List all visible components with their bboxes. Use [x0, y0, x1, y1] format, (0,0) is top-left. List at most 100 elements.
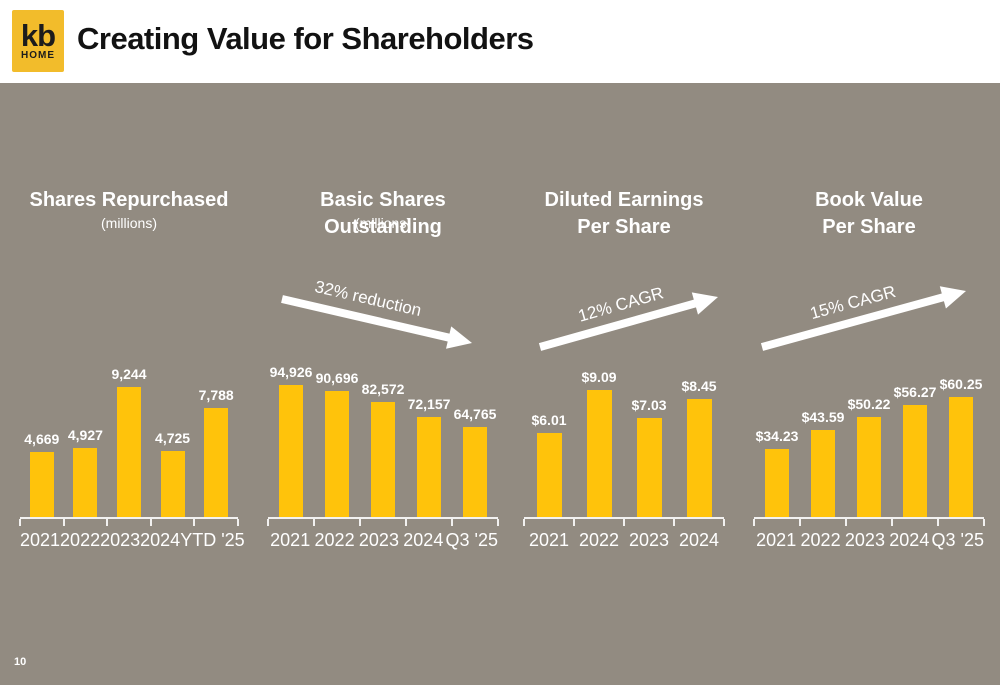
- bar: [536, 433, 562, 517]
- slide-header: kb HOME Creating Value for Shareholders: [0, 0, 1000, 83]
- axis-tick: [983, 519, 985, 526]
- chart-title: Basic Shares Outstanding: [320, 189, 446, 238]
- x-axis: [753, 517, 985, 527]
- axis-tick: [845, 519, 847, 526]
- axis-tick: [267, 519, 269, 526]
- x-axis-label: 2022: [60, 530, 101, 550]
- trend-annotation: 32% reduction: [268, 277, 498, 357]
- bar-slot: $60.25: [938, 367, 984, 517]
- x-axis-label: 2023: [358, 530, 399, 550]
- bar-slot: 64,765: [452, 367, 498, 517]
- bar-slot: $34.23: [754, 367, 800, 517]
- bar-plot: $6.01 $9.09 $7.03 $8.45: [524, 367, 724, 517]
- bar: [463, 427, 487, 517]
- bar: [686, 399, 712, 517]
- bar-plot: 94,926 90,696 82,572 72,157 64,765: [268, 364, 498, 517]
- bar: [811, 430, 835, 517]
- bar: [279, 385, 303, 517]
- bar-slot: $7.03: [624, 367, 674, 517]
- axis-tick: [623, 519, 625, 526]
- x-axis-label: 2024: [678, 530, 720, 550]
- kb-home-logo: kb HOME: [12, 10, 64, 72]
- x-axis-labels: 2021 2022 2023 2024: [524, 530, 724, 551]
- upward-trend-arrow-icon: [760, 286, 966, 351]
- chart-subtitle: (millions): [355, 215, 411, 231]
- axis-tick: [405, 519, 407, 526]
- bar-slot: 72,157: [406, 367, 452, 517]
- chart-subtitle: (millions): [101, 215, 157, 231]
- axis-tick: [237, 519, 239, 526]
- bar: [949, 397, 973, 517]
- x-axis-label: Q3 '25: [931, 530, 984, 550]
- axis-tick: [106, 519, 109, 526]
- axis-tick: [753, 519, 755, 526]
- bar-value-label: 4,725: [155, 430, 191, 446]
- x-axis-label: 2024: [403, 530, 444, 550]
- logo-home-text: HOME: [21, 49, 55, 61]
- downward-trend-arrow-icon: [281, 295, 472, 349]
- bar: [371, 402, 395, 517]
- x-axis-label: 2024: [889, 530, 930, 550]
- logo-kb-text: kb: [20, 17, 56, 53]
- bar-value-label: 72,157: [407, 396, 451, 412]
- axis-tick: [19, 519, 21, 526]
- bar-slot: $50.22: [846, 367, 892, 517]
- axis-tick: [799, 519, 801, 526]
- x-axis-label: 2023: [628, 530, 670, 550]
- bar-value-label: 7,788: [198, 387, 234, 403]
- chart-title: Shares Repurchased: [29, 189, 229, 211]
- bar-plot: 4,669 4,927 9,244 4,725 7,788: [20, 366, 238, 517]
- x-axis-label: 2021: [756, 530, 797, 550]
- upward-trend-arrow-icon: [538, 292, 718, 351]
- x-axis-label: 2024: [140, 530, 181, 550]
- axis-tick: [891, 519, 893, 526]
- bar: [857, 417, 881, 517]
- x-axis-label: 2021: [270, 530, 311, 550]
- bar-slot: 4,669: [20, 367, 64, 517]
- bar-value-label: $43.59: [801, 409, 845, 425]
- bar: [636, 418, 662, 517]
- bar-slot: 7,788: [194, 367, 238, 517]
- bar: [73, 448, 98, 517]
- bar-slot: 9,244: [107, 366, 151, 517]
- chart-shares-repurchased: Shares Repurchased (millions) 4,669 4,927…: [19, 183, 245, 653]
- axis-tick: [193, 519, 196, 526]
- axis-tick: [313, 519, 315, 526]
- axis-tick: [673, 519, 675, 526]
- trend-annotation: 12% CAGR: [524, 283, 724, 357]
- bar: [417, 417, 441, 517]
- bar-value-label: 4,927: [67, 427, 103, 443]
- chart-book-value-per-share: Book Value Per Share 15% CAGR $34.23 $43.…: [753, 183, 985, 653]
- bar-value-label: $56.27: [893, 384, 937, 400]
- bar: [160, 451, 185, 517]
- chart-basic-shares-outstanding: Basic Shares Outstanding (millions) 32% …: [267, 183, 499, 653]
- bar-value-label: $60.25: [939, 376, 983, 392]
- x-axis-label: YTD '25: [180, 530, 245, 550]
- bar: [586, 390, 612, 517]
- bar-value-label: $8.45: [681, 378, 717, 394]
- bar-slot: $9.09: [574, 367, 624, 517]
- bar-value-label: 82,572: [361, 381, 405, 397]
- bar-value-label: 4,669: [24, 431, 60, 447]
- bar-slot: 82,572: [360, 367, 406, 517]
- x-axis-labels: 2021 2022 2023 2024 Q3 '25: [754, 530, 984, 551]
- bar: [204, 408, 229, 517]
- x-axis-label: 2022: [800, 530, 841, 550]
- bar: [765, 449, 789, 517]
- axis-tick: [359, 519, 361, 526]
- axis-tick: [523, 519, 525, 526]
- bar-slot: 4,725: [151, 367, 195, 517]
- trend-annotation: 15% CAGR: [754, 282, 984, 357]
- axis-tick: [451, 519, 453, 526]
- x-axis-label: 2021: [20, 530, 61, 550]
- page-title: Creating Value for Shareholders: [77, 21, 534, 56]
- bar-value-label: $34.23: [755, 428, 799, 444]
- x-axis-label: 2023: [844, 530, 885, 550]
- x-axis-label: Q3 '25: [445, 530, 498, 550]
- x-axis-labels: 2021 2022 2023 2024 YTD '25: [20, 530, 245, 551]
- content-panel: Shares Repurchased (millions) 4,669 4,927…: [0, 83, 1000, 685]
- bar-value-label: $7.03: [631, 397, 667, 413]
- bar: [116, 387, 141, 517]
- bar-value-label: $9.09: [581, 369, 617, 385]
